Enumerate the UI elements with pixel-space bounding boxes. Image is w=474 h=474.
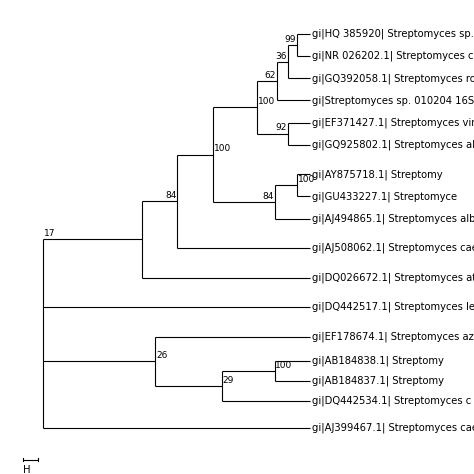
Text: 84: 84 xyxy=(262,191,273,201)
Text: 92: 92 xyxy=(275,123,287,132)
Text: gi|AJ399467.1| Streptomyces caelestis...: gi|AJ399467.1| Streptomyces caelestis... xyxy=(312,422,474,433)
Text: gi|DQ026672.1| Streptomyces atroviren...: gi|DQ026672.1| Streptomyces atroviren... xyxy=(312,273,474,283)
Text: gi|AJ494865.1| Streptomyces albogri: gi|AJ494865.1| Streptomyces albogri xyxy=(312,213,474,224)
Text: gi|AJ508062.1| Streptomyces caelestis...: gi|AJ508062.1| Streptomyces caelestis... xyxy=(312,243,474,253)
Text: gi|NR 026202.1| Streptomyces caeles: gi|NR 026202.1| Streptomyces caeles xyxy=(312,51,474,62)
Text: gi|Streptomyces sp. 010204 16S ribo: gi|Streptomyces sp. 010204 16S ribo xyxy=(312,95,474,106)
Text: 100: 100 xyxy=(298,175,315,184)
Text: H: H xyxy=(23,465,30,474)
Text: gi|EF178674.1| Streptomyces azureus s...: gi|EF178674.1| Streptomyces azureus s... xyxy=(312,331,474,342)
Text: 29: 29 xyxy=(222,375,234,384)
Text: 17: 17 xyxy=(44,229,55,238)
Text: gi|AY875718.1| Streptomy: gi|AY875718.1| Streptomy xyxy=(312,169,443,180)
Text: 100: 100 xyxy=(275,361,292,370)
Text: 100: 100 xyxy=(258,97,275,106)
Text: gi|GU433227.1| Streptomyce: gi|GU433227.1| Streptomyce xyxy=(312,191,457,201)
Text: 36: 36 xyxy=(275,52,287,61)
Text: gi|GQ925802.1| Streptomyces albogri: gi|GQ925802.1| Streptomyces albogri xyxy=(312,139,474,150)
Text: gi|AB184837.1| Streptomy: gi|AB184837.1| Streptomy xyxy=(312,375,444,386)
Text: 99: 99 xyxy=(284,35,296,44)
Text: gi|HQ 385920| Streptomyces sp. 16S: gi|HQ 385920| Streptomyces sp. 16S xyxy=(312,29,474,39)
Text: gi|DQ442517.1| Streptomyces levis str...: gi|DQ442517.1| Streptomyces levis str... xyxy=(312,302,474,312)
Text: 26: 26 xyxy=(156,351,167,360)
Text: gi|DQ442534.1| Streptomyces c: gi|DQ442534.1| Streptomyces c xyxy=(312,395,471,406)
Text: gi|EF371427.1| Streptomyces vinaceu: gi|EF371427.1| Streptomyces vinaceu xyxy=(312,118,474,128)
Text: 62: 62 xyxy=(264,71,276,80)
Text: 100: 100 xyxy=(214,145,231,154)
Text: gi|GQ392058.1| Streptomyces roche: gi|GQ392058.1| Streptomyces roche xyxy=(312,73,474,83)
Text: 84: 84 xyxy=(165,191,176,200)
Text: gi|AB184838.1| Streptomy: gi|AB184838.1| Streptomy xyxy=(312,356,444,366)
